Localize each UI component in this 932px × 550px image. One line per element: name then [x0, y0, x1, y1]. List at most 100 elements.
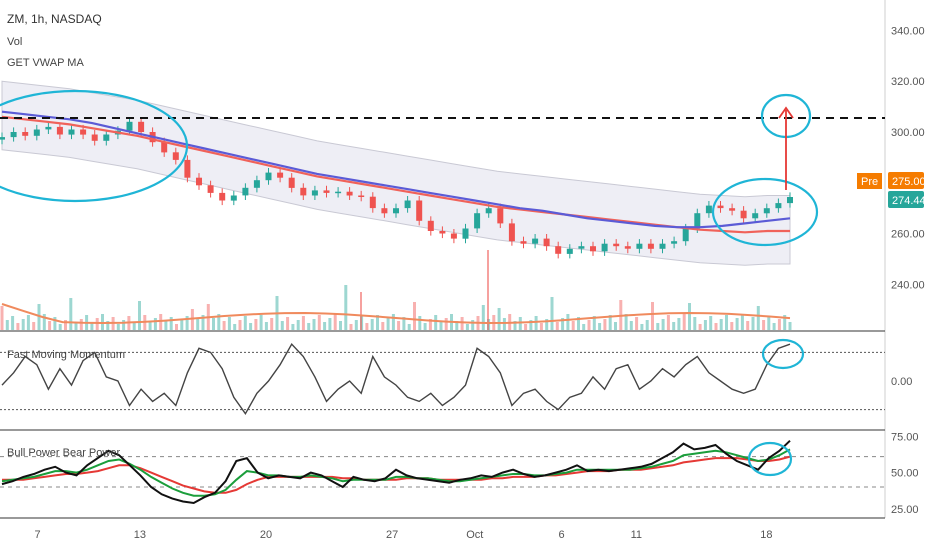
pre-tag-box — [857, 173, 882, 189]
volume-bar — [270, 318, 274, 330]
volume-bar — [122, 320, 126, 330]
candle-body — [184, 159, 191, 178]
candle-body — [752, 213, 759, 219]
volume-bar — [730, 322, 734, 330]
volume-bar — [545, 319, 549, 330]
bollinger-band — [1, 80, 791, 266]
candle-body — [22, 132, 29, 136]
volume-bar — [344, 285, 348, 330]
volume-bar — [635, 317, 639, 330]
candle-body — [763, 208, 770, 214]
price-tick-label: 260.00 — [891, 229, 925, 241]
volume-bar — [79, 319, 83, 330]
candle-body — [671, 241, 678, 244]
time-tick-label: 13 — [134, 529, 146, 541]
volume-bar — [254, 319, 258, 330]
candle-body — [358, 195, 365, 197]
volume-bar — [301, 316, 305, 330]
volume-bar — [280, 321, 284, 330]
volume-bar — [740, 314, 744, 330]
candle-body — [311, 190, 318, 196]
symbol-title: ZM, 1h, NASDAQ — [7, 12, 102, 26]
volume-bar — [249, 323, 253, 330]
candle-body — [253, 180, 260, 188]
candle-body — [740, 210, 747, 219]
candle-body — [659, 243, 666, 249]
candle-body — [474, 213, 481, 229]
volume-bar — [555, 322, 559, 330]
volume-bar — [735, 318, 739, 330]
candle-body — [56, 126, 63, 135]
volume-bar — [233, 324, 237, 330]
volume-bar — [434, 315, 438, 330]
volume-bar — [217, 314, 221, 330]
volume-bar — [386, 318, 390, 330]
candle-body — [230, 195, 237, 201]
candle-body — [590, 246, 596, 252]
candle-body — [323, 190, 330, 193]
volume-bar — [148, 322, 152, 330]
candle-body — [404, 200, 411, 209]
momentum-tick-label: 0.00 — [891, 376, 912, 388]
volume-bar — [413, 302, 416, 330]
volume-bar — [444, 318, 448, 330]
candle-body — [543, 238, 550, 247]
volume-bar — [566, 314, 570, 330]
volume-bar — [666, 315, 670, 330]
volume-bar — [767, 316, 771, 330]
volume-bar — [529, 320, 533, 330]
candle-body — [450, 233, 457, 239]
volume-bar — [48, 321, 52, 330]
candle-body — [636, 243, 643, 249]
volume-bar — [751, 317, 755, 330]
volume-bar-spike — [360, 292, 362, 330]
volume-bar — [37, 304, 41, 330]
power-pane-label: Bull Power Bear Power — [7, 447, 120, 459]
candle-body — [705, 205, 712, 214]
volume-bar — [539, 323, 543, 330]
candle-body — [126, 121, 133, 131]
candle-body — [717, 205, 724, 209]
volume-bar — [772, 323, 776, 330]
volume-bar — [21, 319, 25, 330]
volume-bar — [460, 317, 464, 330]
power-pane — [0, 439, 885, 505]
volume-ma-line — [1, 303, 791, 325]
time-tick-label: 7 — [34, 529, 40, 541]
up-arrow-icon — [778, 106, 794, 190]
candle-body — [613, 243, 620, 247]
volume-bar — [222, 321, 226, 330]
candle-body — [219, 192, 226, 201]
volume-bar — [169, 317, 173, 330]
volume-bar — [323, 322, 327, 330]
volume-bar — [756, 306, 760, 330]
volume-bar — [777, 319, 781, 330]
volume-bar — [26, 315, 30, 330]
pre-value-text: 275.00 — [892, 176, 926, 188]
candle-body — [427, 220, 434, 231]
volume-bar — [762, 320, 766, 330]
volume-bar — [32, 322, 36, 330]
candle-body — [787, 197, 793, 204]
volume-bar — [651, 302, 654, 330]
candle-body — [207, 185, 214, 193]
volume-bar — [672, 322, 676, 330]
candle-body — [647, 243, 654, 249]
candle-body — [103, 134, 110, 141]
annotation-circle-momentum — [761, 338, 805, 370]
volume-bar — [307, 323, 311, 330]
volume-bar — [243, 316, 247, 330]
volume-bar — [42, 314, 46, 330]
candle-body — [161, 142, 168, 153]
volume-bar — [455, 321, 459, 330]
volume-bar — [365, 323, 369, 330]
candle-body — [33, 129, 40, 136]
candle-body — [624, 246, 631, 249]
candle-body — [508, 223, 515, 242]
candle-body — [729, 208, 736, 211]
candle-body — [68, 129, 75, 135]
volume-bar — [175, 324, 178, 330]
annotation-ellipse-right — [711, 177, 819, 247]
candle-body — [288, 177, 295, 188]
